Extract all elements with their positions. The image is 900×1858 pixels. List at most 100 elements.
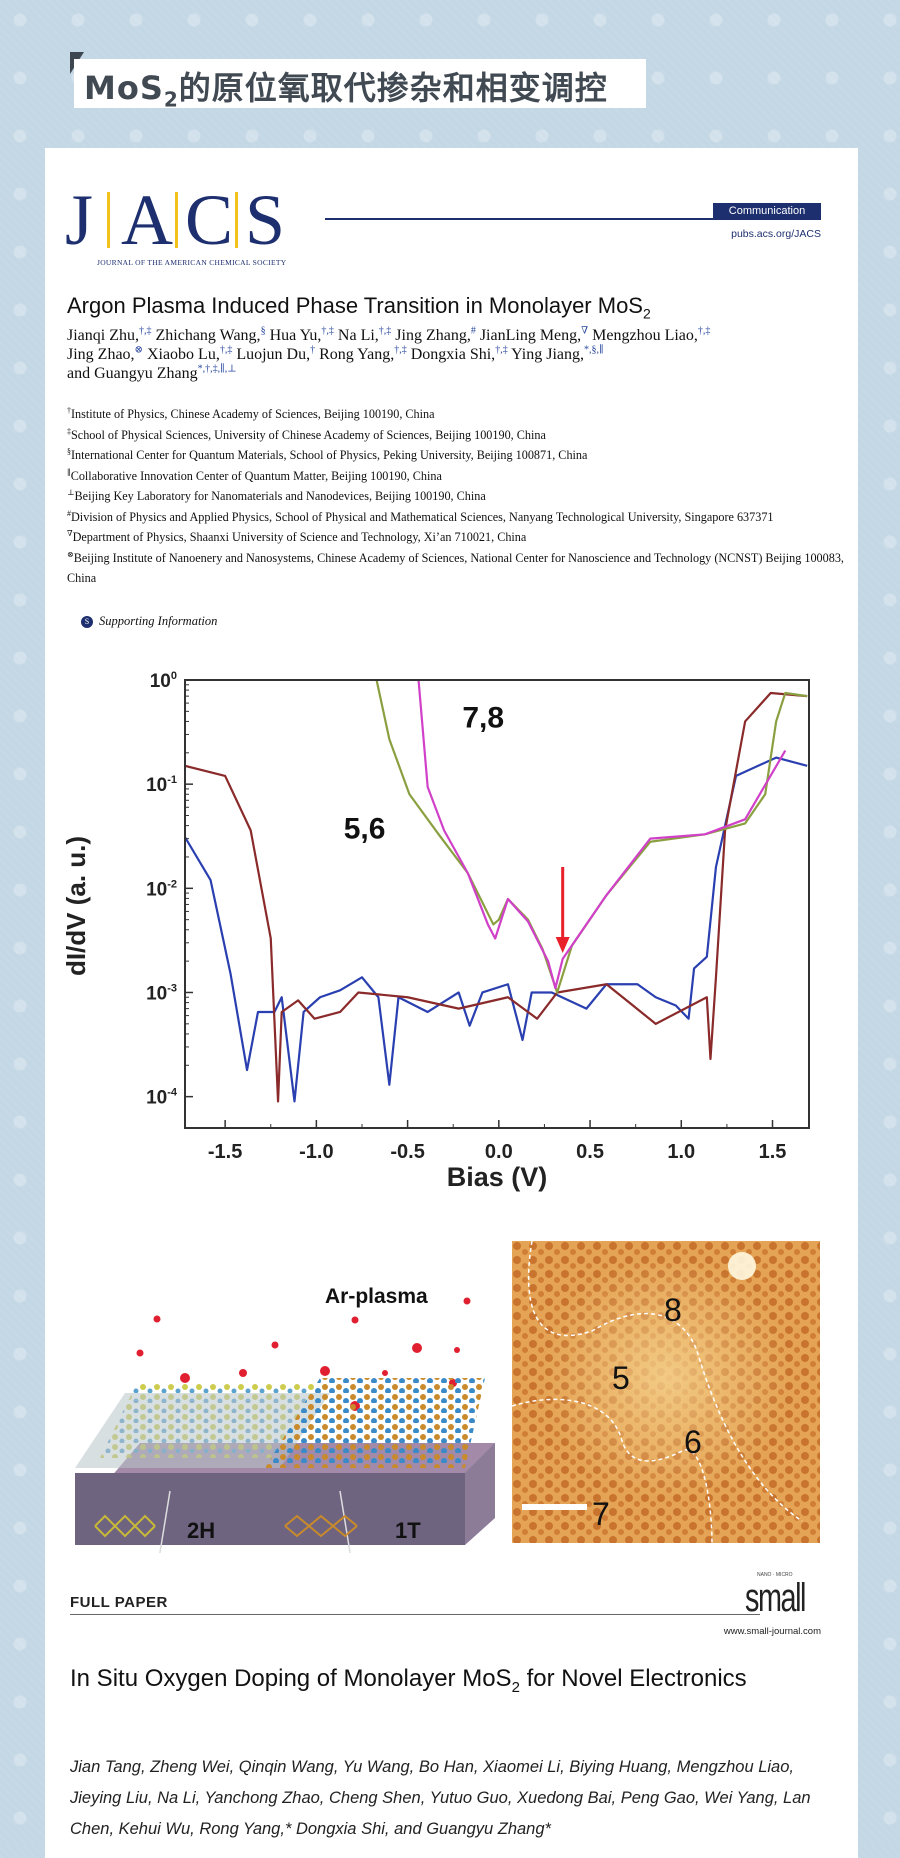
section-rule	[70, 1614, 760, 1615]
logo-letter: A	[121, 180, 173, 260]
ar-plasma-schematic: Ar-plasma 2H 1T	[75, 1285, 495, 1553]
affiliation-mark: #	[67, 508, 71, 518]
substrate-side	[465, 1443, 495, 1545]
author: and Guangyu Zhang	[67, 365, 198, 382]
section-label: FULL PAPER	[70, 1594, 168, 1611]
author-affiliation-marks: †,‡	[219, 344, 233, 356]
journal-url[interactable]: pubs.acs.org/JACS	[731, 228, 821, 240]
author-affiliation-marks: †,‡	[139, 325, 152, 337]
scale-bar	[522, 1504, 587, 1510]
y-axis-label: dI/dV (a. u.)	[61, 836, 91, 976]
logo-divider	[107, 192, 110, 248]
y-tick-base: 10	[150, 671, 171, 692]
mos2-1t-region	[265, 1378, 485, 1468]
y-tick-label: 10-3	[146, 982, 177, 1004]
small-journal-url[interactable]: www.small-journal.com	[723, 1626, 821, 1637]
banner-title-prefix: MoS	[84, 69, 164, 107]
x-tick-label: -1.0	[299, 1141, 333, 1163]
author-affiliation-marks: †,‡	[321, 325, 334, 337]
author-affiliation-marks: *,§,∥	[583, 344, 604, 356]
logo-subtitle: JOURNAL OF THE AMERICAN CHEMICAL SOCIETY	[97, 258, 287, 267]
jacs-logo: J A C S	[65, 180, 305, 260]
stm-label: 6	[684, 1424, 702, 1460]
header-rule	[325, 218, 747, 220]
affiliation-list: †Institute of Physics, Chinese Academy o…	[67, 404, 857, 589]
affiliation: ∇Department of Physics, Shaanxi Universi…	[67, 527, 857, 548]
x-tick-label: -0.5	[390, 1141, 424, 1163]
x-axis-label: Bias (V)	[447, 1162, 548, 1192]
affiliation-text: International Center for Quantum Materia…	[71, 448, 588, 462]
affiliation-mark: ⊗	[67, 549, 74, 559]
small-author-list: Jian Tang, Zheng Wei, Qinqin Wang, Yu Wa…	[70, 1758, 811, 1838]
small-title-text: In Situ Oxygen Doping of Monolayer MoS	[70, 1665, 512, 1692]
affiliation: ‡School of Physical Sciences, University…	[67, 425, 857, 446]
author-affiliation-marks: †,‡	[394, 344, 407, 356]
pointer-1t	[339, 1490, 351, 1553]
capping-layer	[75, 1393, 330, 1468]
banner: MoS2的原位氧取代掺杂和相变调控	[74, 59, 646, 112]
y-tick-exponent: -4	[167, 1087, 178, 1099]
logo-letter: C	[185, 180, 234, 260]
y-tick-base: 10	[146, 775, 167, 796]
affiliation: †Institute of Physics, Chinese Academy o…	[67, 404, 857, 425]
curve-group-label: 7,8	[462, 701, 504, 734]
article-title-sub: 2	[642, 305, 651, 322]
affiliation-text: Division of Physics and Applied Physics,…	[71, 509, 774, 524]
banner-title-sub: 2	[163, 87, 179, 112]
author-affiliation-marks: †	[310, 344, 316, 356]
structure-2h-icon	[94, 1514, 156, 1538]
author: Jianqi Zhu,	[67, 327, 139, 344]
logo-letter: J	[65, 180, 94, 260]
stm-label: 7	[592, 1496, 610, 1532]
plot-frame	[184, 679, 810, 1129]
author: Jing Zhao,	[67, 346, 135, 363]
author: Zhichang Wang,	[155, 327, 261, 344]
x-tick-label: 1.5	[759, 1141, 787, 1163]
y-tick-exponent: -2	[167, 878, 177, 890]
paper-card: J A C S JOURNAL OF THE AMERICAN CHEMICAL…	[45, 148, 858, 1858]
author: Jing Zhang,	[395, 327, 471, 344]
x-tick-label: 0.0	[485, 1141, 513, 1163]
phase-1t-label: 1T	[395, 1518, 421, 1543]
affiliation: #Division of Physics and Applied Physics…	[67, 507, 857, 528]
author: Dongxia Shi,	[410, 346, 496, 363]
author-affiliation-marks: #	[470, 325, 476, 337]
author: Na Li,	[337, 327, 379, 344]
author: Ying Jiang,	[511, 346, 584, 363]
article-title: Argon Plasma Induced Phase Transition in…	[67, 293, 651, 321]
series-line-1	[185, 756, 808, 1103]
author: Mengzhou Liao,	[592, 327, 698, 344]
pointer-2h	[159, 1490, 171, 1553]
author-affiliation-marks: †,‡	[495, 344, 508, 356]
logo-divider	[235, 192, 238, 248]
logo-letter: S	[245, 180, 286, 260]
small-journal-logo: small	[745, 1576, 806, 1620]
affiliation: §International Center for Quantum Materi…	[67, 445, 857, 466]
series-line-3	[375, 680, 808, 994]
didv-chart: -1.5 -1.0 -0.5 0.0 0.5 1.0 1.510010-110-210-31…	[61, 670, 810, 1192]
x-tick-label: -1.5	[208, 1141, 242, 1163]
stm-label: 8	[664, 1292, 682, 1328]
y-tick-base: 10	[146, 983, 167, 1004]
author-affiliation-marks: §	[260, 325, 266, 337]
author-affiliation-marks: ∇	[581, 325, 589, 337]
supporting-information-link[interactable]: S Supporting Information	[81, 614, 217, 629]
red-arrow-icon	[555, 937, 570, 954]
affiliation-mark: §	[67, 446, 71, 456]
y-tick-exponent: -3	[167, 982, 177, 994]
author: Xiaobo Lu,	[146, 346, 220, 363]
affiliation-mark: ‡	[67, 426, 71, 436]
y-tick-label: 10-4	[146, 1087, 178, 1109]
banner-title-rest: 的原位氧取代掺杂和相变调控	[178, 69, 608, 107]
structure-1t-icon	[284, 1514, 358, 1538]
affiliation-mark: †	[67, 405, 71, 415]
plasma-label: Ar-plasma	[325, 1285, 428, 1308]
series-line-2	[185, 691, 808, 1103]
substrate-front	[75, 1473, 465, 1545]
author: Luojun Du,	[236, 346, 311, 363]
supporting-info-icon: S	[81, 616, 93, 628]
affiliation: ⊥Beijing Key Laboratory for Nanomaterial…	[67, 486, 857, 507]
stm-label: 5	[612, 1360, 630, 1396]
small-title-rest: for Novel Electronics	[519, 1665, 747, 1692]
author-list: Jianqi Zhu,†,‡ Zhichang Wang,§ Hua Yu,†,…	[67, 326, 847, 383]
